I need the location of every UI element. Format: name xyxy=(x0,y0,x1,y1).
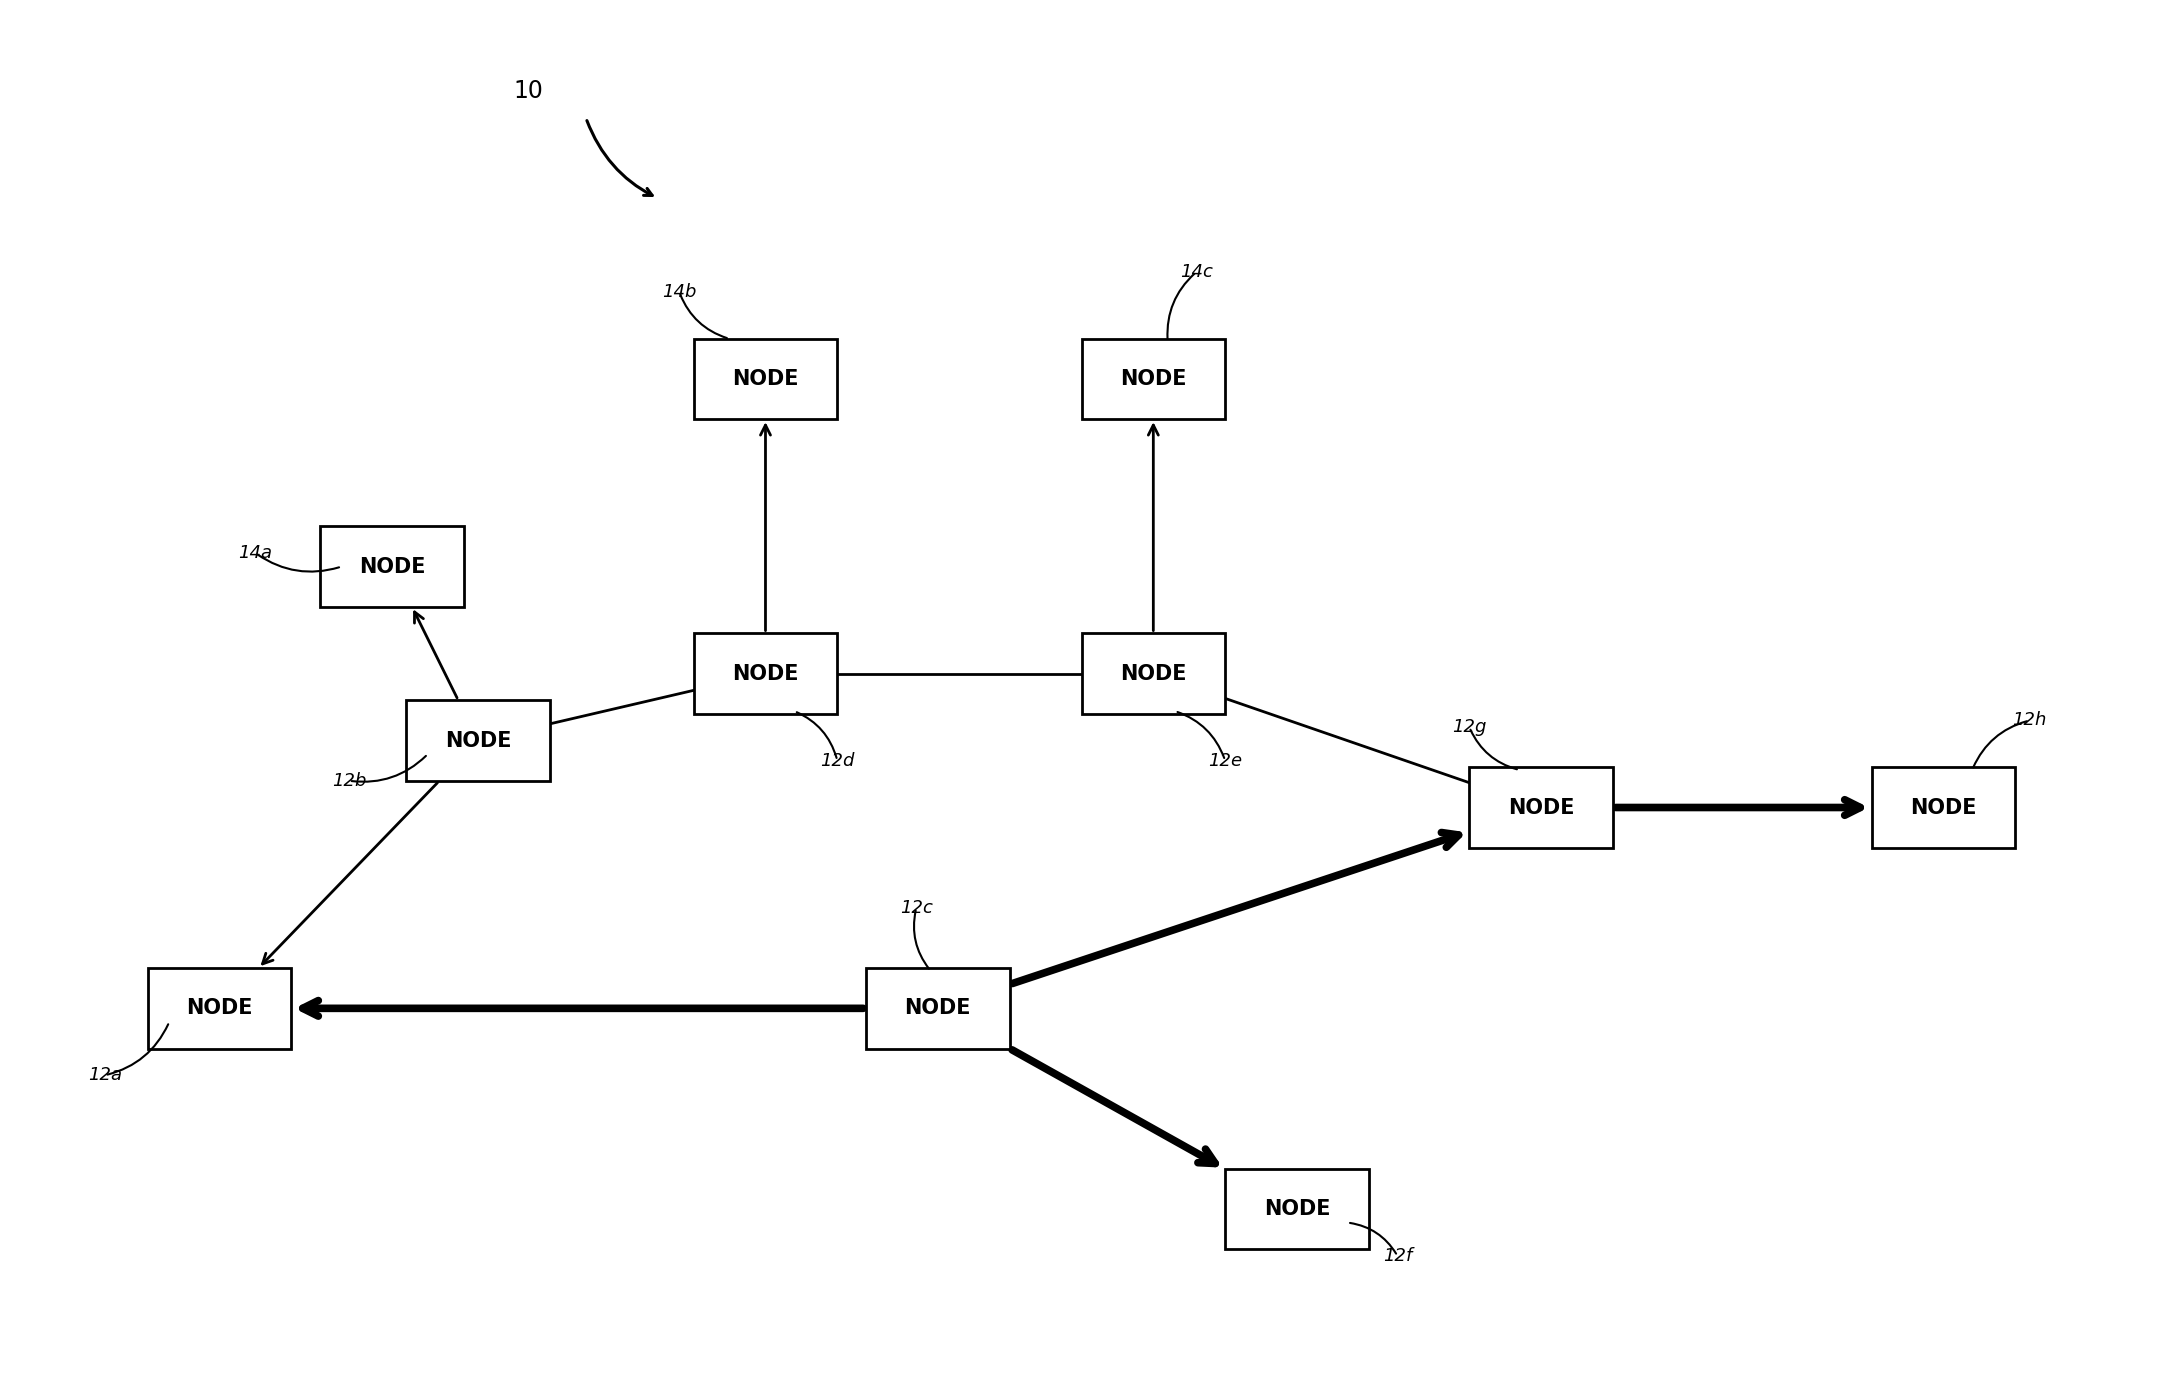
Text: NODE: NODE xyxy=(1910,797,1977,818)
FancyBboxPatch shape xyxy=(694,339,837,419)
Text: 12a: 12a xyxy=(89,1066,121,1084)
FancyBboxPatch shape xyxy=(1871,767,2016,848)
FancyBboxPatch shape xyxy=(320,526,463,607)
Text: 12f: 12f xyxy=(1382,1248,1412,1265)
Text: NODE: NODE xyxy=(733,664,798,684)
FancyBboxPatch shape xyxy=(694,633,837,713)
Text: 12d: 12d xyxy=(820,752,854,769)
FancyBboxPatch shape xyxy=(865,969,1010,1048)
Text: NODE: NODE xyxy=(1120,370,1187,389)
Text: 12e: 12e xyxy=(1209,752,1242,769)
Text: 14b: 14b xyxy=(662,283,696,301)
Text: NODE: NODE xyxy=(733,370,798,389)
Text: 12h: 12h xyxy=(2012,712,2046,730)
Text: 14c: 14c xyxy=(1181,262,1213,280)
FancyBboxPatch shape xyxy=(1224,1169,1369,1249)
Text: 12g: 12g xyxy=(1451,719,1486,736)
Text: 14a: 14a xyxy=(238,544,273,562)
Text: NODE: NODE xyxy=(186,999,253,1018)
FancyBboxPatch shape xyxy=(147,969,292,1048)
Text: NODE: NODE xyxy=(1263,1200,1330,1219)
Text: NODE: NODE xyxy=(904,999,971,1018)
Text: 12b: 12b xyxy=(331,772,366,790)
FancyBboxPatch shape xyxy=(1082,339,1224,419)
Text: NODE: NODE xyxy=(359,556,426,577)
Text: NODE: NODE xyxy=(1508,797,1575,818)
FancyBboxPatch shape xyxy=(407,701,549,780)
Text: 10: 10 xyxy=(513,80,543,103)
Text: 12c: 12c xyxy=(900,899,932,916)
FancyBboxPatch shape xyxy=(1082,633,1224,713)
Text: NODE: NODE xyxy=(446,731,510,750)
FancyBboxPatch shape xyxy=(1469,767,1614,848)
Text: NODE: NODE xyxy=(1120,664,1187,684)
